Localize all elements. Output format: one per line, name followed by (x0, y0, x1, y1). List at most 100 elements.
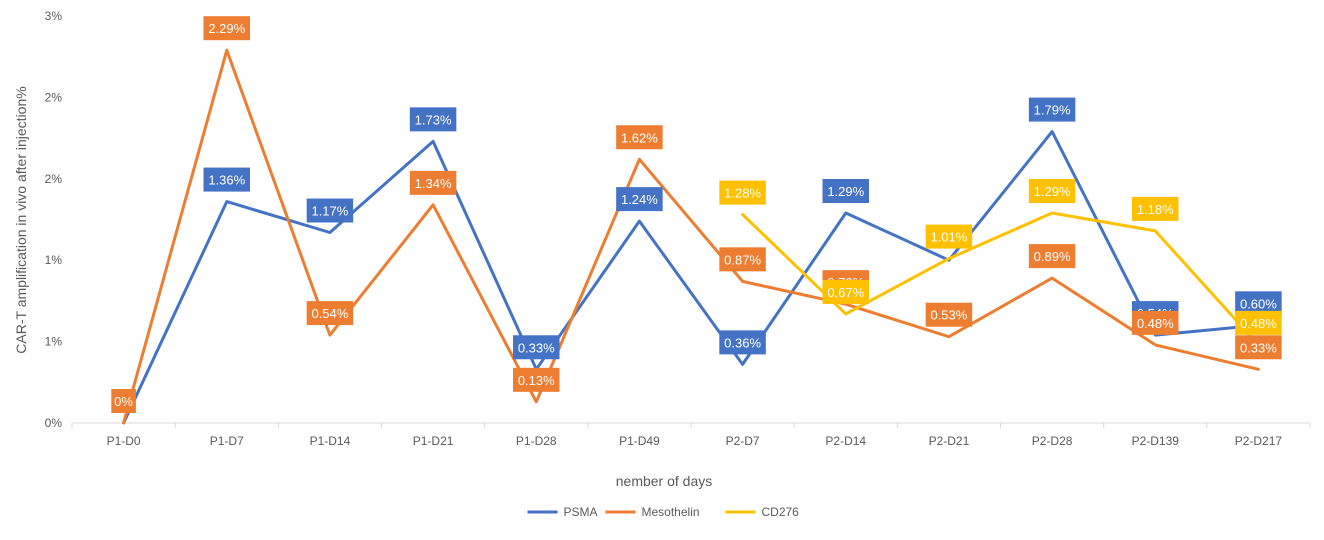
legend-item-mesothelin: Mesothelin (605, 505, 700, 519)
data-label-mesothelin: 0.89% (1028, 244, 1076, 269)
data-label-box (1132, 196, 1179, 221)
data-label-box (513, 335, 560, 360)
data-label-cd276: 1.18% (1132, 196, 1179, 221)
x-tick-label: P2-D217 (1235, 434, 1283, 448)
legend-label: PSMA (564, 505, 598, 519)
data-label-mesothelin: 0.33% (1235, 335, 1282, 360)
data-label-box (409, 170, 457, 195)
data-label-psma: 0.33% (513, 335, 560, 360)
series-lines (122, 48, 1260, 425)
legend-label: CD276 (762, 505, 800, 519)
data-label-box (1028, 178, 1076, 203)
data-label-text: 1.34% (415, 176, 452, 191)
y-tick-label: 1% (45, 253, 63, 267)
x-tick-label: P2-D14 (825, 434, 866, 448)
y-axis-title: CAR-T amplification in vivo after inject… (13, 86, 29, 353)
data-label-text: 0.67% (827, 285, 864, 300)
data-label-mesothelin: 0% (111, 389, 136, 413)
x-tick-label: P1-D14 (310, 434, 351, 448)
data-label-text: 1.18% (1137, 202, 1174, 217)
data-label-text: 1.29% (1034, 184, 1071, 199)
data-label-box (719, 330, 766, 355)
data-label-box (616, 187, 663, 212)
data-label-mesothelin: 0.87% (719, 247, 766, 272)
data-label-box (1028, 244, 1076, 269)
data-label-text: 0% (114, 394, 133, 409)
axis-layer: P1-D0 P1-D7 P1-D14 P1-D21 P1-D28 P1-D49 P2-D7 P… (45, 9, 1311, 448)
data-label-psma: 1.17% (306, 198, 354, 223)
data-label-text: 0.87% (724, 252, 761, 267)
data-label-box (513, 367, 560, 392)
x-tick-label: P1-D49 (619, 434, 660, 448)
data-label-box (203, 167, 250, 192)
data-label-text: 0.48% (1137, 316, 1174, 331)
data-label-mesothelin: 1.62% (616, 125, 663, 150)
data-label-box (203, 16, 250, 41)
data-label-text: 0.48% (1240, 316, 1277, 331)
data-label-mesothelin: 2.29% (203, 16, 250, 41)
y-tick-label: 1% (45, 335, 63, 349)
data-label-box (925, 224, 973, 249)
data-label-psma: 1.73% (409, 107, 457, 132)
data-label-cd276: 0.48% (1235, 310, 1282, 335)
data-label-mesothelin: 0.48% (1132, 310, 1179, 335)
data-label-cd276: 0.67% (822, 279, 869, 304)
data-label-psma: 0.36% (719, 330, 766, 355)
data-label-box (719, 247, 766, 272)
series-line-mesothelin (122, 48, 1260, 425)
data-label-psma: 1.79% (1028, 97, 1076, 122)
legend-item-psma: PSMA (527, 505, 598, 519)
data-label-box (822, 178, 869, 203)
x-tick-label: P1-D7 (210, 434, 244, 448)
data-label-text: 0.33% (1240, 340, 1277, 355)
data-label-mesothelin: 0.53% (925, 302, 973, 327)
data-label-box (1235, 335, 1282, 360)
data-label-box (306, 198, 354, 223)
data-label-cd276: 1.28% (719, 180, 766, 205)
x-tick-label: P2-D139 (1132, 434, 1180, 448)
data-label-box (822, 279, 869, 304)
data-label-text: 0.36% (724, 335, 761, 350)
data-label-text: 1.17% (311, 204, 348, 219)
y-tick-label: 2% (45, 90, 63, 104)
data-label-text: 0.60% (1240, 296, 1277, 311)
legend-item-cd276: CD276 (725, 505, 800, 519)
y-tick-label: 3% (45, 9, 63, 23)
x-tick-label: P1-D0 (107, 434, 141, 448)
data-label-text: 1.01% (930, 230, 967, 245)
data-label-text: 1.24% (621, 192, 658, 207)
x-tick-label: P2-D28 (1032, 434, 1073, 448)
x-tick-label: P1-D28 (516, 434, 557, 448)
data-label-box (925, 302, 973, 327)
data-label-psma: 1.36% (203, 167, 250, 192)
data-label-text: 0.89% (1034, 249, 1071, 264)
x-axis-title: nember of days (616, 473, 713, 489)
series-line-psma (122, 130, 1260, 425)
series-line-cd276 (741, 211, 1260, 347)
data-labels: 1.36% 1.17% 1.73% 0.33% 1.24% 0.36% 1.29% 1.79%… (111, 16, 1282, 413)
legend: PSMA Mesothelin CD276 (527, 505, 800, 519)
data-label-box (1132, 310, 1179, 335)
y-tick-label: 2% (45, 172, 63, 186)
data-label-text: 1.28% (724, 186, 761, 201)
data-label-box (306, 301, 354, 326)
data-label-text: 1.29% (827, 184, 864, 199)
data-label-mesothelin: 1.34% (409, 170, 457, 195)
data-label-box (1028, 97, 1076, 122)
data-label-mesothelin: 0.54% (306, 301, 354, 326)
data-label-cd276: 1.29% (1028, 178, 1076, 203)
data-label-box (409, 107, 457, 132)
legend-label: Mesothelin (642, 505, 700, 519)
data-label-text: 0.33% (518, 340, 555, 355)
data-label-box (719, 180, 766, 205)
data-label-text: 2.29% (208, 21, 245, 36)
data-label-box (616, 125, 663, 150)
y-tick-label: 0% (45, 416, 63, 430)
x-tick-label: P2-D21 (929, 434, 970, 448)
data-label-text: 0.13% (518, 373, 555, 388)
data-label-box (111, 389, 136, 413)
data-label-cd276: 1.01% (925, 224, 973, 249)
data-label-text: 1.73% (415, 112, 452, 127)
